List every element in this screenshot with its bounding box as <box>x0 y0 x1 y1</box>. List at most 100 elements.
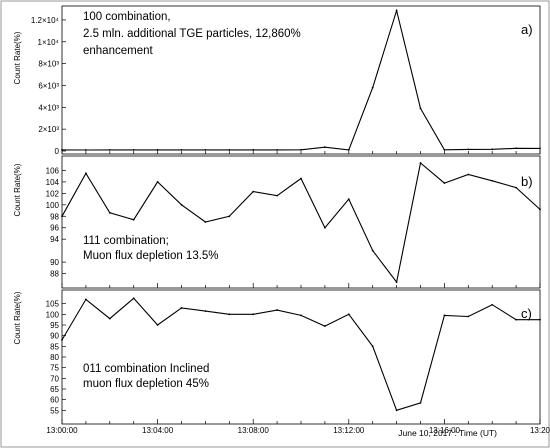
panel-a-point <box>300 148 302 151</box>
panel-b-point <box>515 186 517 189</box>
panel-b-ytick-label: 88 <box>50 270 59 279</box>
panel-b-annotation-line-1: 111 combination; <box>83 235 169 247</box>
panel-a-point <box>467 148 470 151</box>
panel-b-ylabel: Count Rate(%) <box>13 163 22 216</box>
panel-b-point <box>539 208 541 211</box>
panel-a-point <box>156 149 159 151</box>
panel-b-point <box>395 281 398 284</box>
panel-c-point <box>252 313 255 316</box>
panel-b-point <box>467 173 470 176</box>
panel-c-ytick-label: 85 <box>50 342 59 351</box>
panel-b-point <box>491 179 494 182</box>
panel-c-point <box>324 325 326 327</box>
panel-b-marks <box>61 161 541 284</box>
panel-c-point <box>108 317 111 320</box>
panel-a-ytick-label: 1×10⁴ <box>38 38 60 47</box>
panel-b-point <box>443 182 446 184</box>
panel-c-ylabel: Count Rate(%) <box>13 291 22 344</box>
panel-c-marks <box>61 297 541 412</box>
panel-a-ytick-label: 6×10³ <box>38 81 59 90</box>
panel-c-ytick-label: 95 <box>50 321 59 330</box>
panel-c-ytick-label: 100 <box>46 310 60 319</box>
panel-b-ytick-label: 100 <box>46 201 60 210</box>
panel-a-ytick-label: 4×10³ <box>38 103 59 112</box>
panel-c-ytick-label: 75 <box>50 364 59 373</box>
x-axis-caption: June 10, 2017 : Time (UT) <box>398 428 497 438</box>
panel-b-point <box>252 190 255 193</box>
panel-a-point <box>252 148 255 151</box>
panel-b-ytick-label: 90 <box>50 258 59 267</box>
panel-c-point <box>204 310 207 313</box>
x-axis-tick-label: 13:08:00 <box>238 426 270 435</box>
panel-c-point <box>467 315 470 318</box>
panel-a-point <box>395 9 398 12</box>
panel-a-point <box>204 149 207 151</box>
panel-b-ytick-label: 98 <box>50 212 59 221</box>
x-axis-tick-label: 13:20 <box>530 426 550 435</box>
panel-c-annotation-line-2: muon flux depletion 45% <box>83 378 209 390</box>
panel-b-point <box>85 172 87 175</box>
panel-c-point <box>539 318 541 321</box>
x-axis-tick-label: 13:04:00 <box>142 426 174 435</box>
panel-b-point <box>108 211 111 214</box>
panel-a-marks <box>61 8 541 151</box>
panel-b-ytick-label: 102 <box>46 189 60 198</box>
panel-b-point <box>61 215 63 218</box>
panel-c-ytick-label: 105 <box>46 300 60 309</box>
panel-a-point <box>85 149 87 151</box>
panel-b-yticks: 88 90 94 96 98 100 102 104 106 <box>46 166 66 279</box>
panel-c-point <box>300 314 302 317</box>
panel-a-ytick-label: 2×10³ <box>38 125 59 134</box>
panel-c-ytick-label: 90 <box>50 332 59 341</box>
x-axis-tick-labels: 13:00:00 13:04:00 13:08:00 13:12:00 13:16:00… <box>46 426 550 435</box>
panel-b-ytick-label: 106 <box>46 166 60 175</box>
panel-a-point <box>228 149 231 151</box>
panel-b-point <box>300 177 302 180</box>
panel-a-point <box>61 149 63 151</box>
panel-a-annotation-line-3: enhancement <box>83 45 153 57</box>
panel-a-point <box>180 148 183 151</box>
panel-a-annotation-line-2: 2.5 mln. additional TGE particles, 12,86… <box>83 28 301 40</box>
panel-a-point <box>491 148 494 151</box>
panel-a: Count Rate(%) 0 2×10³ 4×10³ 6×10³ 8×10³ 1×10⁴… <box>13 5 541 156</box>
panel-b-point <box>204 221 207 223</box>
panel-a-point <box>539 147 541 150</box>
panel-b-point <box>156 181 159 183</box>
panel-c-ytick-label: 70 <box>50 374 59 383</box>
x-axis-tick-label: 13:12:00 <box>333 426 365 435</box>
panel-a-ytick-label: 1.2×10⁴ <box>31 16 60 25</box>
panel-c-point <box>180 307 183 309</box>
panel-c-point <box>491 303 494 306</box>
panel-b-point <box>371 249 374 252</box>
panel-c-point <box>228 313 231 316</box>
panel-b-point <box>347 198 350 200</box>
panel-b-ytick-label: 96 <box>50 224 59 233</box>
panel-b-point <box>180 203 183 206</box>
panel-b-point <box>276 194 278 197</box>
panel-a-ylabel: Count Rate(%) <box>13 31 22 84</box>
panel-b-point <box>228 215 231 218</box>
panel-a-point <box>108 149 111 151</box>
panel-a-yticks: 0 2×10³ 4×10³ 6×10³ 8×10³ 1×10⁴ 1.2×10⁴ <box>31 16 66 156</box>
panel-c-point <box>85 298 87 301</box>
panel-b-ytick-label: 94 <box>50 235 59 244</box>
panel-b-label: b) <box>521 174 533 189</box>
panel-c-label: c) <box>521 306 532 321</box>
panel-a-point <box>371 86 374 89</box>
panel-b-point <box>324 226 326 229</box>
panel-c-point <box>156 324 159 326</box>
panel-c-point <box>276 309 278 311</box>
panel-a-annotation-line-1: 100 combination, <box>83 11 171 23</box>
panel-a-ytick-label: 8×10³ <box>38 60 59 69</box>
panel-b-ytick-label: 104 <box>46 178 60 187</box>
panel-c-xticks <box>61 419 541 424</box>
panel-a-point <box>132 148 135 151</box>
panel-b-annotation-line-2: Muon flux depletion 13.5% <box>83 250 219 262</box>
panel-c-annotation-line-1: 011 combination Inclined <box>83 363 209 375</box>
panel-a-point <box>324 146 326 149</box>
panel-a-point <box>443 148 446 151</box>
